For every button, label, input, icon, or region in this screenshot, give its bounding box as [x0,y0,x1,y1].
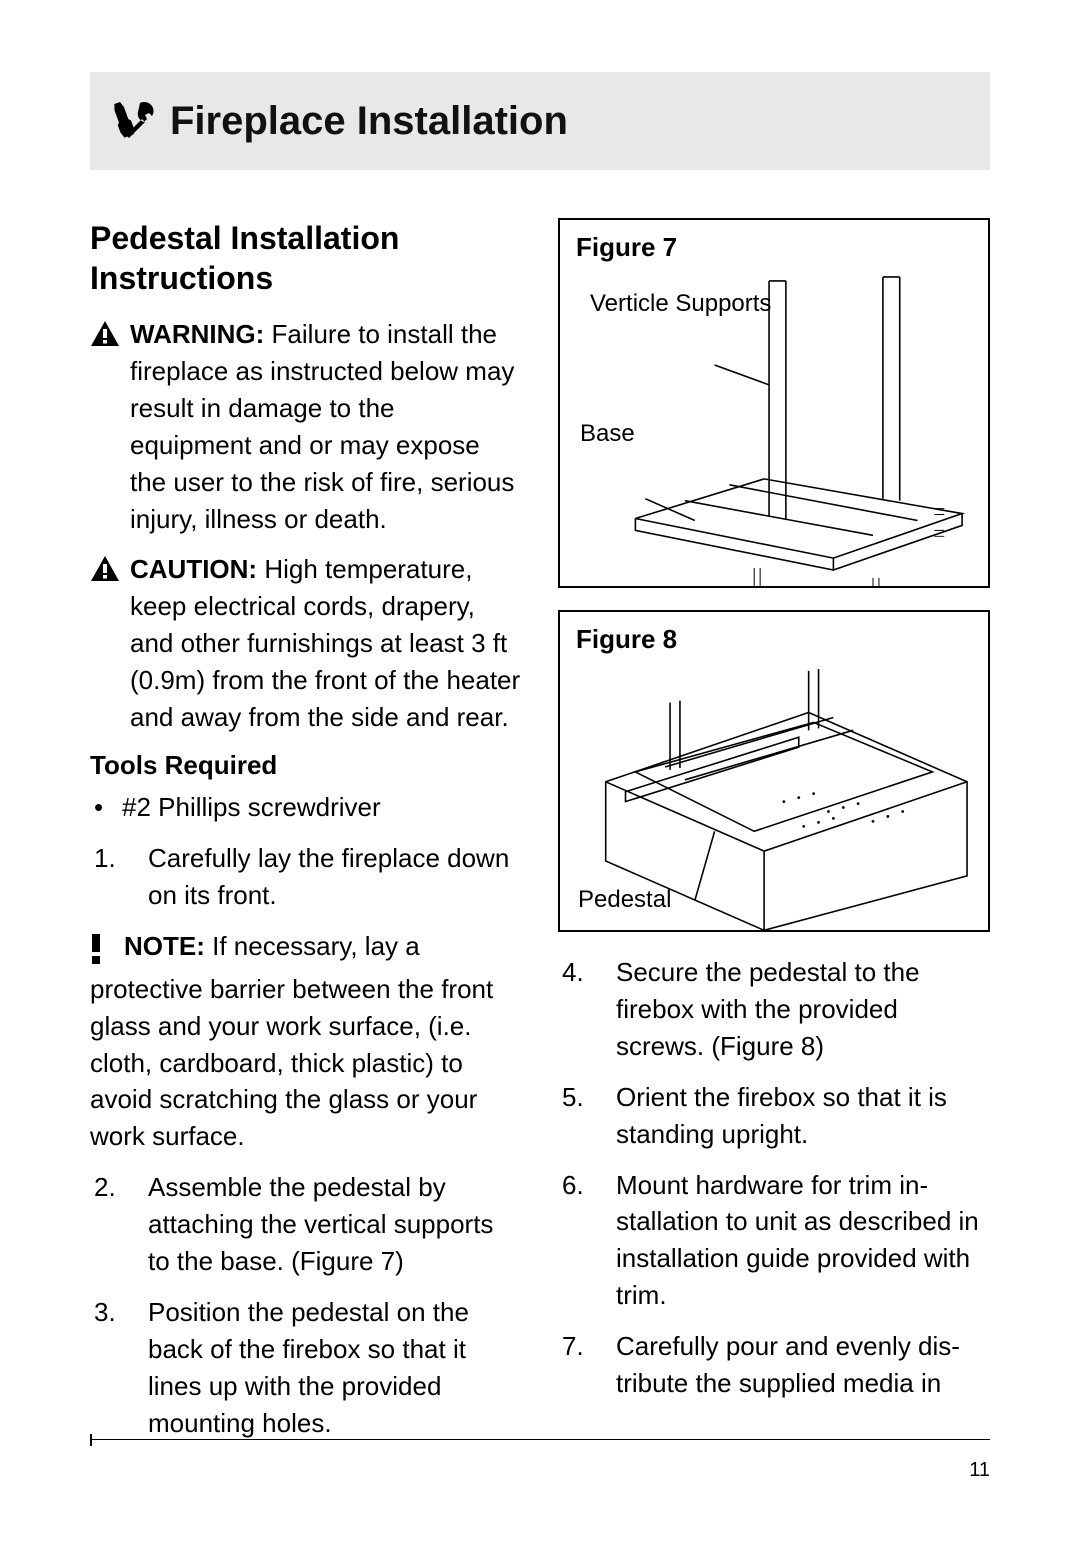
step-2: 2. Assemble the pedestal by attaching th… [90,1169,522,1280]
step-text: Orient the firebox so that it is standin… [616,1079,990,1153]
section-heading: Pedestal Installation Instructions [90,218,522,298]
tools-list-item: • #2 Phillips screwdriver [90,789,522,826]
footer-rule [90,1439,990,1440]
right-column: Figure 7 Verticle Supports Base [558,218,990,1456]
note-first-line: NOTE: If necessary, lay a [124,928,420,965]
step-number: 4. [562,954,600,1065]
step-number: 3. [94,1294,132,1442]
figure-8-title: Figure 8 [576,624,972,655]
figure-7-title: Figure 7 [576,232,972,263]
warning-label: WARNING: [130,319,264,349]
step-7: 7. Carefully pour and evenly dis­tribute… [558,1328,990,1402]
note-block: NOTE: If necessary, lay a [90,928,522,969]
tools-icon [114,99,154,144]
step-text: Carefully lay the fireplace down on its … [148,840,522,914]
step-number: 5. [562,1079,600,1153]
title-bar: Fireplace Installation [90,72,990,170]
step-3: 3. Position the pedestal on the back of … [90,1294,522,1442]
tools-heading: Tools Required [90,750,522,781]
left-column: Pedestal Installation Instructions WARNI… [90,218,522,1456]
figure-7-box: Figure 7 Verticle Supports Base [558,218,990,588]
warning-body: Failure to install the fireplace as inst… [130,319,514,534]
caution-label: CAUTION: [130,554,257,584]
step-number: 7. [562,1328,600,1402]
step-number: 1. [94,840,132,914]
step-number: 2. [94,1169,132,1280]
note-line1: If necessary, lay a [205,931,420,961]
step-text: Secure the pedestal to the firebox with … [616,954,990,1065]
step-number: 6. [562,1167,600,1315]
step-1: 1. Carefully lay the fireplace down on i… [90,840,522,914]
page: Fireplace Installation Pedestal Installa… [0,0,1080,1542]
caution-text: CAUTION: High temperature, keep electric… [130,551,522,736]
note-continuation: protective barrier between the front gla… [90,971,522,1156]
page-number: 11 [969,1459,990,1482]
bullet: • [94,789,110,826]
tool-item-text: #2 Phillips screwdriver [122,789,381,826]
footer-tick [90,1434,92,1446]
step-text: Mount hardware for trim in­stallation to… [616,1167,990,1315]
caution-block: CAUTION: High temperature, keep electric… [90,551,522,736]
warning-icon [90,320,120,353]
figure-8-box: Figure 8 Pedestal [558,610,990,932]
warning-block: WARNING: Failure to install the fireplac… [90,316,522,537]
figure-7-label-base: Base [580,420,635,448]
note-label: NOTE: [124,931,205,961]
step-text: Carefully pour and evenly dis­tribute th… [616,1328,990,1402]
page-title: Fireplace Installation [170,99,568,144]
figure-8-label-pedestal: Pedestal [578,886,671,914]
content-columns: Pedestal Installation Instructions WARNI… [90,218,990,1456]
figure-7-label-supports-text: Verticle Supports [590,290,771,317]
warning-text: WARNING: Failure to install the fireplac… [130,316,522,537]
step-text: Position the pedestal on the back of the… [148,1294,522,1442]
step-text: Assemble the pedestal by attaching the v… [148,1169,522,1280]
step-6: 6. Mount hardware for trim in­stallation… [558,1167,990,1315]
step-5: 5. Orient the firebox so that it is stan… [558,1079,990,1153]
note-icon [90,934,112,969]
caution-icon [90,555,120,588]
figure-7-label-supports: Verticle Supports [590,290,771,319]
step-4: 4. Secure the pedestal to the firebox wi… [558,954,990,1065]
